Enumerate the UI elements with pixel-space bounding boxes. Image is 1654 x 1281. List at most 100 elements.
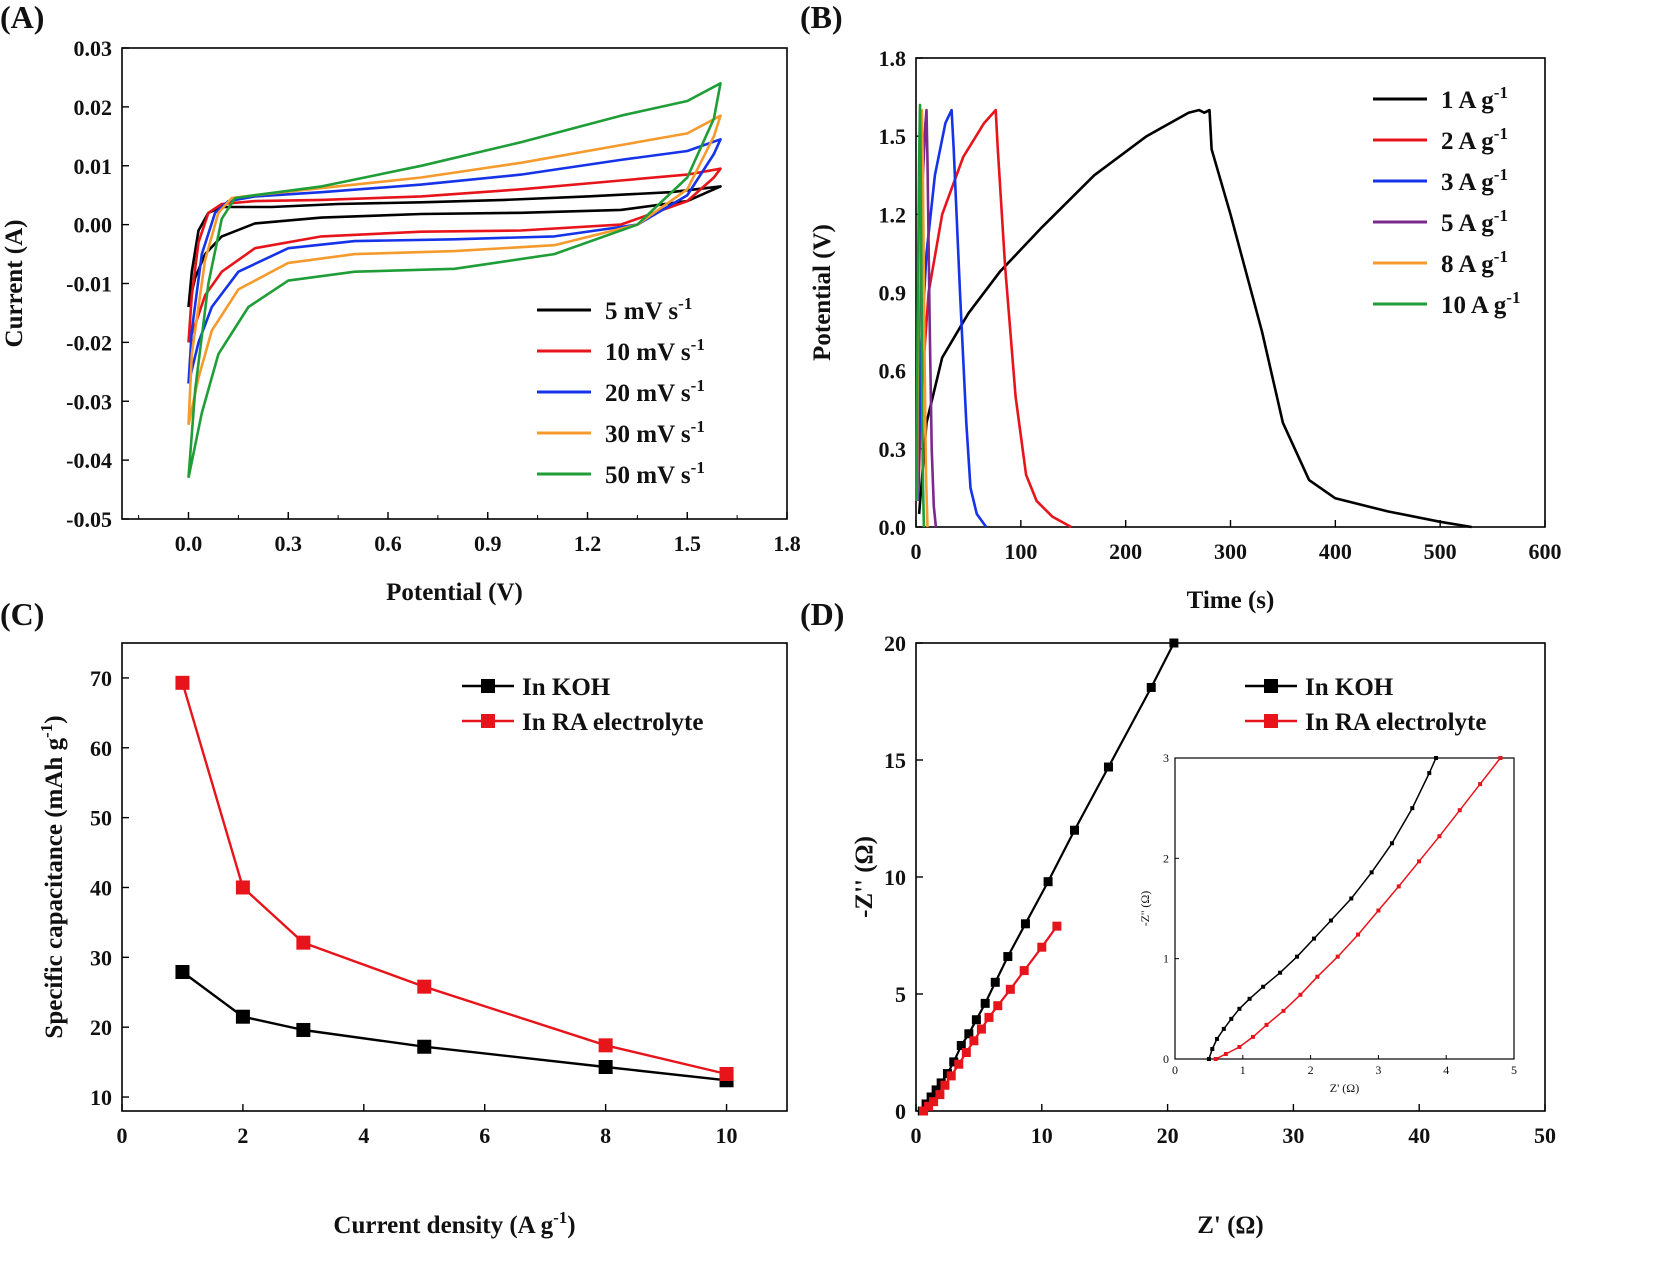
inset-data-point (1376, 908, 1381, 913)
x-axis-label: Z' (Ω) (1197, 1212, 1264, 1239)
chart-panel-b: (B) 0 100 200 300 400 500 600 1.8 1.5 1.2 0.9 0.6 0.3… (800, 0, 1562, 614)
x-tick-label: 1.5 (674, 531, 702, 556)
series-line (921, 642, 1175, 1112)
data-point (1169, 638, 1179, 648)
inset-x-tick-label: 3 (1375, 1063, 1381, 1077)
y-tick-label: 0.9 (879, 281, 907, 306)
inset-data-point (1396, 884, 1401, 889)
legend-entry: 8 A g-1 (1441, 247, 1508, 278)
inset-data-point (1315, 974, 1320, 979)
plot-frame (121, 642, 788, 1112)
data-point (296, 935, 311, 950)
inset-data-point (1229, 1016, 1234, 1021)
x-tick-label: 1.2 (574, 531, 602, 556)
panel-label: (D) (800, 596, 844, 632)
y-tick-label: -0.01 (66, 272, 112, 297)
inset-data-point (1311, 936, 1316, 941)
series-line (916, 108, 988, 528)
data-point (1103, 762, 1113, 772)
inset-data-point (1261, 984, 1266, 989)
data-point (1003, 952, 1013, 962)
y-axis-label: -Z'' (Ω) (851, 836, 878, 918)
inset-data-point (1295, 954, 1300, 959)
series-line (187, 167, 722, 343)
y-axis-label: Current (A) (1, 220, 28, 348)
legend: 5 mV s-1 10 mV s-1 20 mV s-1 30 mV s-1 50 mV… (537, 294, 705, 489)
inset-y-tick-label: 3 (1163, 751, 1169, 765)
data-point (1037, 942, 1047, 952)
legend: 1 A g-1 2 A g-1 3 A g-1 5 A g-1 8 A g-1 10 A … (1373, 83, 1520, 319)
inset-data-point (1437, 834, 1442, 839)
inset-data-point (1498, 756, 1503, 760)
series-line (181, 971, 727, 1082)
data-point (1146, 682, 1156, 692)
y-tick-label: 0.03 (74, 36, 113, 61)
inset-data-point (1221, 1026, 1226, 1031)
x-tick-label: 0.9 (474, 531, 502, 556)
inset-x-tick-label: 2 (1308, 1063, 1314, 1077)
inset-data-point (1349, 896, 1354, 901)
data-point (931, 1085, 941, 1095)
series-line (187, 82, 722, 479)
data-point (964, 1029, 974, 1039)
series-line (917, 108, 1472, 529)
y-tick-label: 50 (90, 806, 112, 831)
x-tick-label: 50 (1534, 1123, 1556, 1148)
data-point (235, 880, 250, 895)
data-point (935, 1090, 945, 1100)
data-point (940, 1080, 950, 1090)
panel-label: (A) (0, 0, 44, 35)
y-tick-label: 20 (884, 631, 906, 656)
data-point (235, 1009, 250, 1024)
inset-data-point (1215, 1036, 1220, 1041)
legend-entry: 30 mV s-1 (605, 417, 705, 448)
y-axis-label: Specific capacitance (mAh g-1) (37, 715, 68, 1038)
y-tick-label: -0.03 (66, 389, 112, 414)
y-tick-label: 0 (895, 1099, 906, 1124)
legend: In KOH In RA electrolyte (462, 674, 703, 736)
data-point (296, 1022, 311, 1037)
inset-data-point (1213, 1057, 1218, 1061)
x-tick-label: 30 (1282, 1123, 1304, 1148)
legend-marker (1264, 714, 1278, 728)
legend-entry: In KOH (522, 674, 611, 701)
inset-data-point (1389, 841, 1394, 846)
data-point (175, 675, 190, 690)
y-tick-label: 70 (90, 666, 112, 691)
legend-marker (1264, 679, 1278, 693)
y-tick-label: 20 (90, 1015, 112, 1040)
y-tick-label: 10 (90, 1085, 112, 1110)
data-point (924, 1101, 934, 1111)
inset-y-axis-label: -Z'' (Ω) (1138, 891, 1152, 927)
inset-data-point (1410, 806, 1415, 811)
inset-x-axis-label: Z' (Ω) (1330, 1081, 1359, 1095)
inset-data-point (1210, 1046, 1215, 1051)
data-point (946, 1071, 956, 1081)
y-tick-label: 60 (90, 736, 112, 761)
legend-entry: In RA electrolyte (1305, 709, 1486, 736)
data-point (961, 1048, 971, 1057)
series-line (916, 108, 1072, 529)
x-tick-label: 400 (1319, 539, 1352, 564)
inset-data-point (1478, 782, 1483, 787)
series-line (181, 682, 727, 1076)
inset-data-point (1237, 1044, 1242, 1049)
x-tick-label: 200 (1109, 539, 1142, 564)
y-tick-label: 30 (90, 945, 112, 970)
y-tick-label: 0.0 (879, 515, 907, 540)
legend-entry: 3 A g-1 (1441, 165, 1508, 196)
data-point (1020, 919, 1030, 929)
x-tick-label: 2 (237, 1123, 248, 1148)
data-point (926, 1092, 936, 1102)
x-tick-label: 0 (117, 1123, 128, 1148)
data-point (990, 977, 1000, 987)
plot-frame (121, 47, 788, 520)
x-tick-label: 1.8 (773, 531, 801, 556)
legend-entry: 5 A g-1 (1441, 206, 1508, 237)
series-line (187, 114, 722, 426)
inset-y-tick-label: 1 (1163, 952, 1169, 966)
data-point (956, 1040, 966, 1050)
series-line (915, 103, 926, 528)
data-point (1005, 984, 1015, 994)
